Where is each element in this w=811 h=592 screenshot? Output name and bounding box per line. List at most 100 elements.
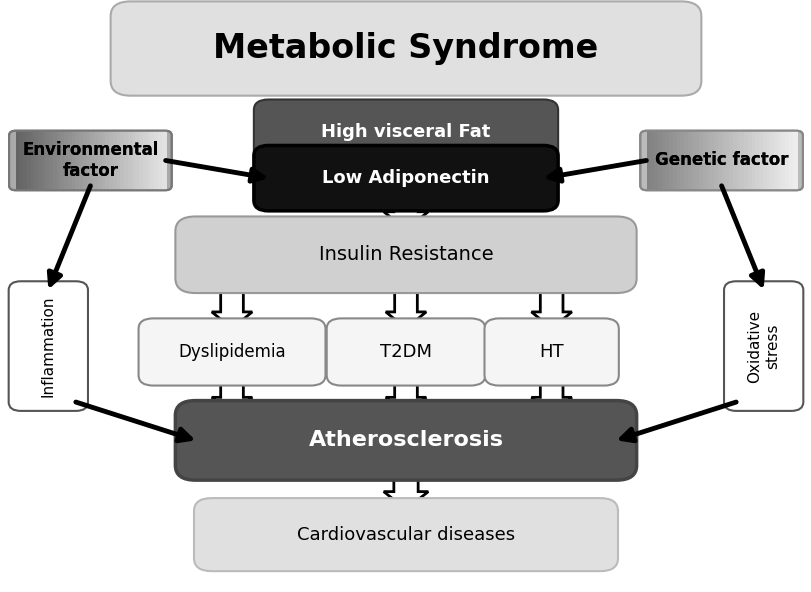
Bar xyxy=(117,131,122,190)
Bar xyxy=(79,131,84,190)
Bar xyxy=(687,131,693,190)
Text: Cardiovascular diseases: Cardiovascular diseases xyxy=(297,526,514,543)
Polygon shape xyxy=(385,375,426,414)
Bar xyxy=(139,131,144,190)
Bar xyxy=(49,131,54,190)
Bar xyxy=(83,131,88,190)
Text: Dyslipidemia: Dyslipidemia xyxy=(178,343,285,361)
Bar xyxy=(792,131,797,190)
Bar xyxy=(101,131,107,190)
Bar xyxy=(728,131,733,190)
Text: Oxidative
stress: Oxidative stress xyxy=(747,310,779,382)
Bar xyxy=(706,131,711,190)
FancyBboxPatch shape xyxy=(194,498,617,571)
Bar xyxy=(34,131,40,190)
Bar xyxy=(773,131,779,190)
Bar xyxy=(680,131,685,190)
Bar xyxy=(691,131,696,190)
Bar xyxy=(747,131,753,190)
Bar xyxy=(654,131,659,190)
Bar xyxy=(120,131,126,190)
Bar xyxy=(124,131,129,190)
Bar xyxy=(724,131,730,190)
Bar xyxy=(751,131,756,190)
Bar xyxy=(60,131,66,190)
Bar xyxy=(31,131,36,190)
Bar xyxy=(668,131,674,190)
Text: Genetic factor: Genetic factor xyxy=(654,152,787,169)
Bar xyxy=(38,131,43,190)
FancyBboxPatch shape xyxy=(723,281,802,411)
Bar xyxy=(19,131,24,190)
Text: Environmental
factor: Environmental factor xyxy=(22,141,158,180)
Bar xyxy=(717,131,723,190)
Bar xyxy=(143,131,148,190)
Bar xyxy=(90,131,96,190)
Bar xyxy=(161,131,167,190)
Bar xyxy=(784,131,790,190)
Text: Environmental
factor: Environmental factor xyxy=(22,141,158,180)
Bar xyxy=(698,131,704,190)
Bar xyxy=(157,131,163,190)
Bar xyxy=(736,131,741,190)
Bar xyxy=(154,131,159,190)
Bar xyxy=(41,131,47,190)
Text: HT: HT xyxy=(539,343,564,361)
FancyBboxPatch shape xyxy=(175,401,636,480)
Bar xyxy=(68,131,73,190)
Text: Insulin Resistance: Insulin Resistance xyxy=(318,245,493,264)
Text: Genetic factor: Genetic factor xyxy=(654,152,787,169)
Bar xyxy=(758,131,763,190)
Bar xyxy=(684,131,689,190)
Bar xyxy=(105,131,110,190)
Bar xyxy=(657,131,663,190)
Bar xyxy=(75,131,80,190)
Bar xyxy=(127,131,133,190)
Polygon shape xyxy=(212,375,252,414)
Bar xyxy=(788,131,793,190)
Text: Low Adiponectin: Low Adiponectin xyxy=(322,169,489,187)
FancyBboxPatch shape xyxy=(175,217,636,293)
Bar xyxy=(646,131,651,190)
Bar xyxy=(98,131,103,190)
Polygon shape xyxy=(385,278,426,329)
Bar xyxy=(770,131,775,190)
Bar xyxy=(713,131,719,190)
Polygon shape xyxy=(530,375,571,414)
Text: High visceral Fat: High visceral Fat xyxy=(321,123,490,141)
Bar xyxy=(131,131,137,190)
Bar xyxy=(71,131,77,190)
Bar xyxy=(672,131,677,190)
FancyBboxPatch shape xyxy=(9,281,88,411)
Text: Metabolic Syndrome: Metabolic Syndrome xyxy=(213,32,598,65)
FancyBboxPatch shape xyxy=(254,146,557,211)
Bar xyxy=(650,131,655,190)
Text: T2DM: T2DM xyxy=(380,343,431,361)
Bar xyxy=(109,131,114,190)
Bar xyxy=(754,131,760,190)
FancyBboxPatch shape xyxy=(110,1,701,96)
Bar xyxy=(766,131,771,190)
FancyBboxPatch shape xyxy=(640,131,802,190)
FancyBboxPatch shape xyxy=(326,318,485,385)
Bar xyxy=(15,131,21,190)
Text: Inflammation: Inflammation xyxy=(41,295,56,397)
FancyBboxPatch shape xyxy=(9,131,171,190)
Bar xyxy=(135,131,140,190)
Bar xyxy=(150,131,156,190)
Text: Atherosclerosis: Atherosclerosis xyxy=(308,430,503,451)
Bar xyxy=(762,131,767,190)
Bar xyxy=(740,131,744,190)
Polygon shape xyxy=(212,278,252,329)
Bar xyxy=(64,131,70,190)
Bar xyxy=(94,131,100,190)
Polygon shape xyxy=(384,200,427,230)
Bar xyxy=(676,131,681,190)
Bar xyxy=(146,131,152,190)
Bar xyxy=(23,131,28,190)
Bar xyxy=(721,131,726,190)
Bar xyxy=(665,131,670,190)
Bar xyxy=(87,131,92,190)
Bar xyxy=(57,131,62,190)
Bar xyxy=(743,131,749,190)
